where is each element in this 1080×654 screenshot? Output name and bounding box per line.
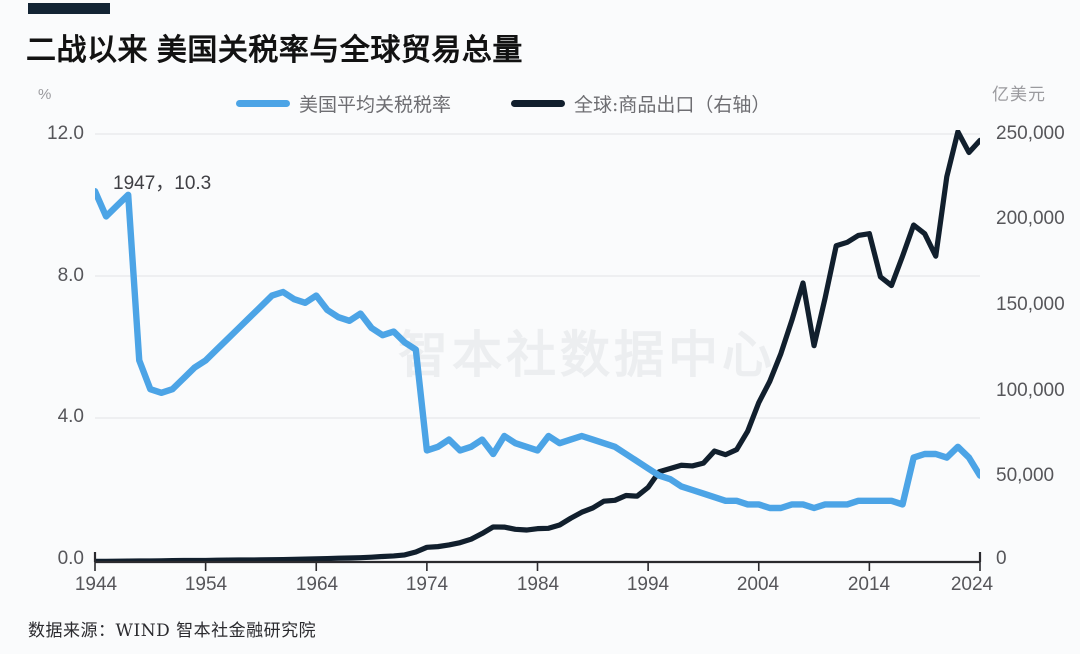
source-footer: 数据来源：WIND 智本社金融研究院 bbox=[28, 621, 317, 641]
x-axis-tick: 1954 bbox=[184, 574, 228, 595]
left-axis-unit: % bbox=[38, 86, 52, 103]
legend-item-exports: 全球:商品出口（右轴） bbox=[511, 90, 770, 117]
accent-bar bbox=[28, 3, 110, 14]
right-axis-tick: 0 bbox=[996, 548, 1007, 569]
series-line-tariff bbox=[95, 188, 980, 512]
right-axis-unit: 亿美元 bbox=[992, 85, 1046, 104]
x-axis-tick: 2014 bbox=[847, 574, 891, 595]
x-axis-tick: 1994 bbox=[626, 574, 670, 595]
series-line-exports bbox=[95, 130, 980, 562]
chart-legend: 美国平均关税税率 全球:商品出口（右轴） bbox=[236, 90, 770, 117]
legend-label-tariff: 美国平均关税税率 bbox=[299, 94, 452, 116]
right-axis-tick: 150,000 bbox=[996, 294, 1065, 315]
right-axis-tick: 50,000 bbox=[996, 465, 1055, 486]
legend-swatch-tariff bbox=[236, 100, 290, 107]
right-axis-tick: 250,000 bbox=[996, 123, 1065, 144]
x-axis-tick: 1964 bbox=[295, 574, 339, 595]
page-title: 二战以来 美国关税率与全球贸易总量 bbox=[26, 34, 523, 67]
left-axis-tick: 0.0 bbox=[57, 548, 84, 569]
left-axis: 12.0 8.0 4.0 0.0 bbox=[0, 0, 84, 654]
gridlines bbox=[95, 133, 980, 419]
x-axis-tick: 1974 bbox=[405, 574, 449, 595]
right-axis-tick: 200,000 bbox=[996, 208, 1065, 229]
chart-plot-area bbox=[95, 130, 980, 562]
data-point-annotation: 1947，10.3 bbox=[113, 173, 212, 194]
left-axis-tick: 4.0 bbox=[57, 406, 84, 427]
legend-label-exports: 全球:商品出口（右轴） bbox=[574, 94, 771, 116]
x-axis: 1944 1954 1964 1974 1984 1994 2004 2014 … bbox=[0, 574, 1080, 608]
x-axis-tick: 2004 bbox=[736, 574, 780, 595]
x-axis-tick: 1944 bbox=[74, 574, 118, 595]
right-axis: 250,000 200,000 150,000 100,000 50,000 0 bbox=[996, 0, 1080, 654]
left-axis-tick: 8.0 bbox=[57, 265, 84, 286]
legend-swatch-exports bbox=[511, 100, 566, 107]
x-axis-tick: 1984 bbox=[516, 574, 560, 595]
x-axis-tick: 2024 bbox=[950, 574, 994, 595]
legend-item-tariff: 美国平均关税税率 bbox=[236, 90, 451, 117]
left-axis-tick: 12.0 bbox=[47, 123, 84, 144]
right-axis-tick: 100,000 bbox=[996, 380, 1065, 401]
